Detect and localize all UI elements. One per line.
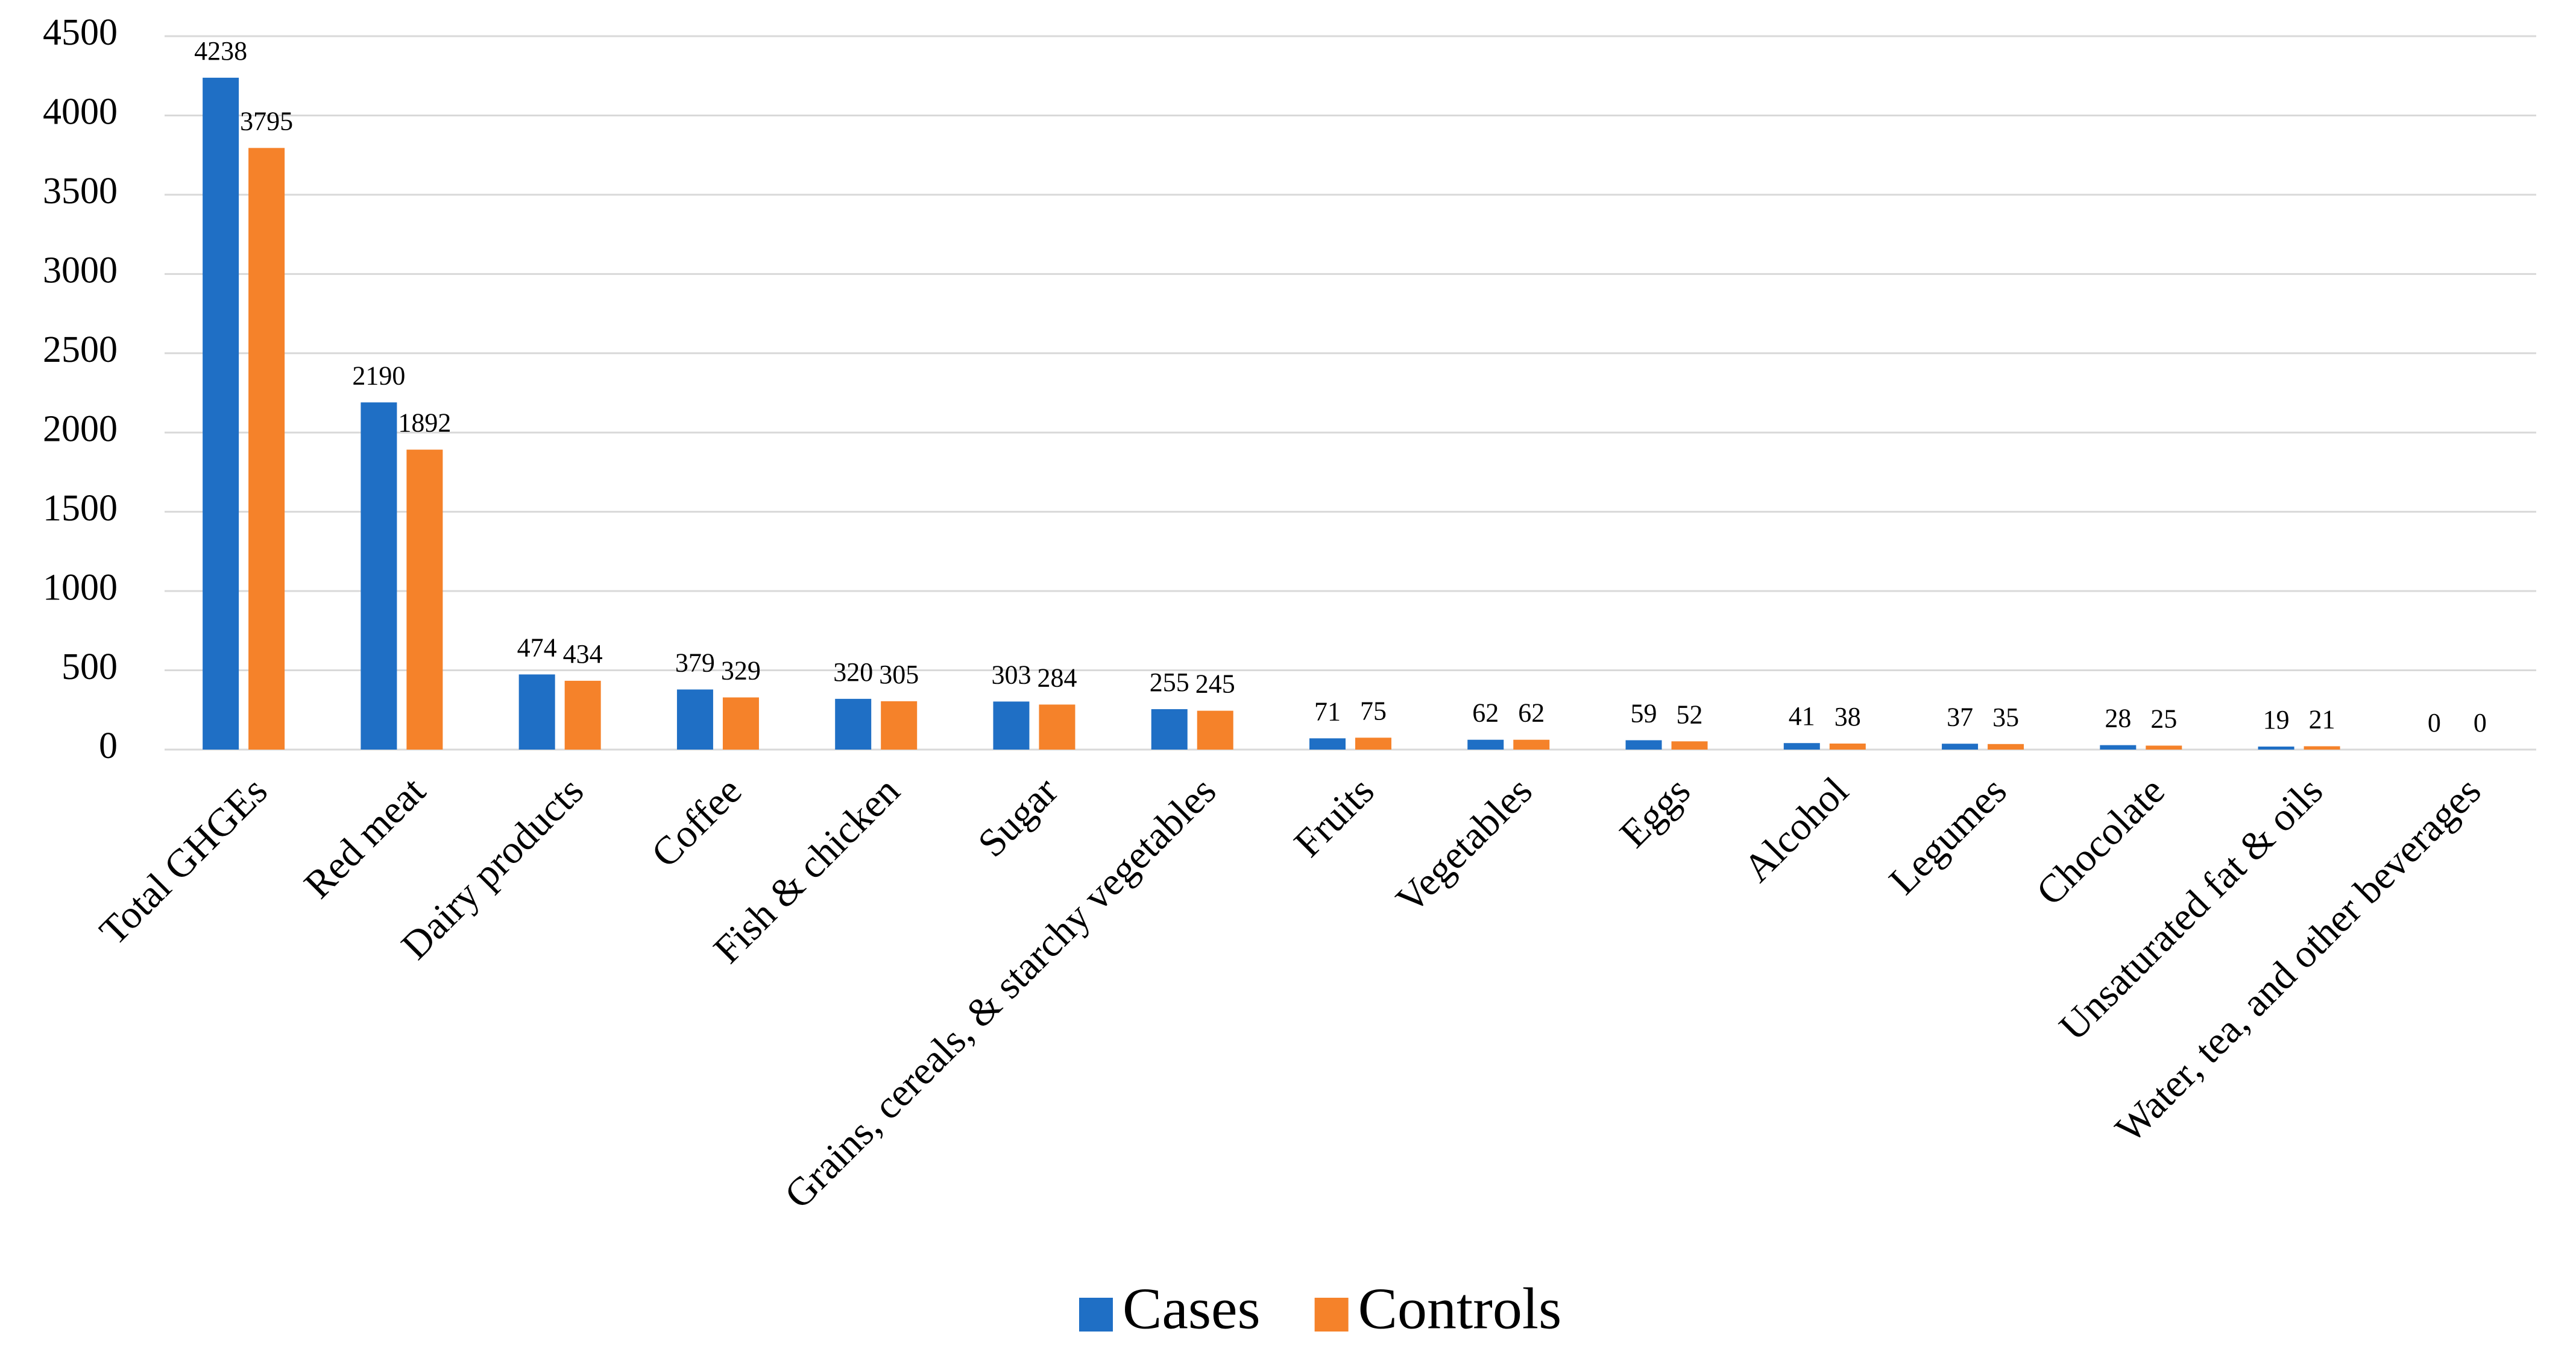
bar xyxy=(2100,745,2137,750)
data-label: 71 xyxy=(1314,697,1341,726)
y-tick-label: 3500 xyxy=(43,171,118,212)
y-tick-label: 1000 xyxy=(43,567,118,608)
data-label: 329 xyxy=(721,656,761,686)
data-label: 284 xyxy=(1037,663,1077,692)
bar xyxy=(1625,740,1662,750)
data-label: 75 xyxy=(1360,696,1387,725)
x-tick-label: Fruits xyxy=(1286,769,1383,866)
data-label: 28 xyxy=(2105,704,2131,733)
data-label: 38 xyxy=(1834,702,1861,731)
bar xyxy=(248,148,285,750)
bar xyxy=(2146,745,2182,750)
x-tick-label: Unsaturated fat & oils xyxy=(2051,769,2331,1049)
data-label: 379 xyxy=(675,648,715,677)
bar xyxy=(1829,744,1866,750)
data-label: 25 xyxy=(2150,704,2177,733)
bar xyxy=(1039,704,1075,750)
data-label: 303 xyxy=(991,660,1031,689)
y-tick-label: 4500 xyxy=(43,12,118,53)
data-label: 59 xyxy=(1631,698,1657,728)
data-label: 255 xyxy=(1150,668,1189,697)
legend-label: Controls xyxy=(1358,1276,1562,1341)
data-label: 305 xyxy=(879,660,919,689)
x-tick-label: Sugar xyxy=(969,769,1066,866)
bar xyxy=(1355,738,1391,750)
bar xyxy=(1988,744,2024,750)
legend-label: Cases xyxy=(1123,1276,1261,1341)
bar xyxy=(1671,741,1708,750)
bar xyxy=(1942,744,1979,750)
y-tick-label: 2000 xyxy=(43,408,118,449)
bar xyxy=(2258,747,2294,750)
data-label: 52 xyxy=(1677,700,1703,729)
bar xyxy=(676,689,713,750)
data-label: 0 xyxy=(2428,708,2441,738)
bar xyxy=(1197,710,1233,750)
x-tick-label: Red meat xyxy=(296,769,434,907)
data-label: 434 xyxy=(563,639,603,669)
data-label: 62 xyxy=(1518,698,1545,728)
bar xyxy=(361,402,397,750)
bar xyxy=(1309,738,1346,750)
data-label: 474 xyxy=(517,633,557,662)
x-tick-label: Total GHGEs xyxy=(91,769,276,953)
legend-swatch xyxy=(1079,1298,1113,1332)
x-tick-label: Eggs xyxy=(1611,769,1699,856)
bar xyxy=(2304,746,2340,750)
x-tick-label: Legumes xyxy=(1881,769,2015,903)
bar xyxy=(1467,739,1504,750)
data-label: 19 xyxy=(2263,705,2290,735)
x-tick-label: Vegetables xyxy=(1388,769,1541,922)
bar xyxy=(1783,743,1820,750)
data-label: 37 xyxy=(1947,702,1973,731)
data-label: 1892 xyxy=(398,408,451,438)
data-label: 245 xyxy=(1195,669,1235,699)
data-label: 0 xyxy=(2474,708,2487,738)
bar xyxy=(1151,709,1188,750)
data-label: 4238 xyxy=(194,36,247,66)
legend-swatch xyxy=(1314,1298,1349,1332)
y-tick-label: 3000 xyxy=(43,250,118,291)
x-tick-label: Alcohol xyxy=(1735,769,1857,891)
y-tick-label: 0 xyxy=(99,725,118,766)
y-tick-label: 1500 xyxy=(43,488,118,529)
x-tick-label: Chocolate xyxy=(2028,769,2173,914)
data-label: 2190 xyxy=(352,361,405,390)
bar xyxy=(406,449,443,750)
y-tick-label: 2500 xyxy=(43,329,118,370)
x-tick-label: Coffee xyxy=(643,769,751,876)
data-label: 62 xyxy=(1472,698,1499,728)
bar xyxy=(881,701,918,750)
data-label: 41 xyxy=(1789,701,1815,731)
y-tick-label: 4000 xyxy=(43,92,118,133)
bar xyxy=(203,77,239,750)
data-label: 35 xyxy=(1992,703,2019,732)
bar xyxy=(518,674,555,750)
data-label: 3795 xyxy=(240,106,293,136)
bar xyxy=(564,680,601,750)
bar xyxy=(993,701,1030,750)
bar xyxy=(835,698,872,750)
bar xyxy=(1513,739,1550,750)
bar xyxy=(722,697,759,750)
data-label: 320 xyxy=(833,657,873,687)
y-tick-label: 500 xyxy=(61,646,118,687)
data-label: 21 xyxy=(2309,704,2335,734)
